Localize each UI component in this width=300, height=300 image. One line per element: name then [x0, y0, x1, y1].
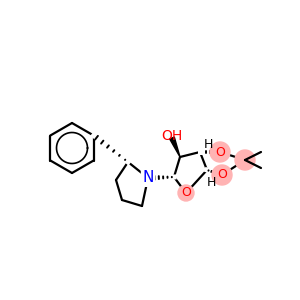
Text: O: O — [215, 146, 225, 158]
Polygon shape — [170, 137, 180, 157]
Circle shape — [210, 142, 230, 162]
Text: H: H — [206, 176, 216, 188]
Text: N: N — [142, 170, 154, 185]
Circle shape — [212, 165, 232, 185]
Text: O: O — [217, 169, 227, 182]
Circle shape — [178, 185, 194, 201]
Circle shape — [235, 150, 255, 170]
Text: H: H — [203, 137, 213, 151]
Text: O: O — [181, 187, 191, 200]
Text: OH: OH — [161, 129, 183, 143]
